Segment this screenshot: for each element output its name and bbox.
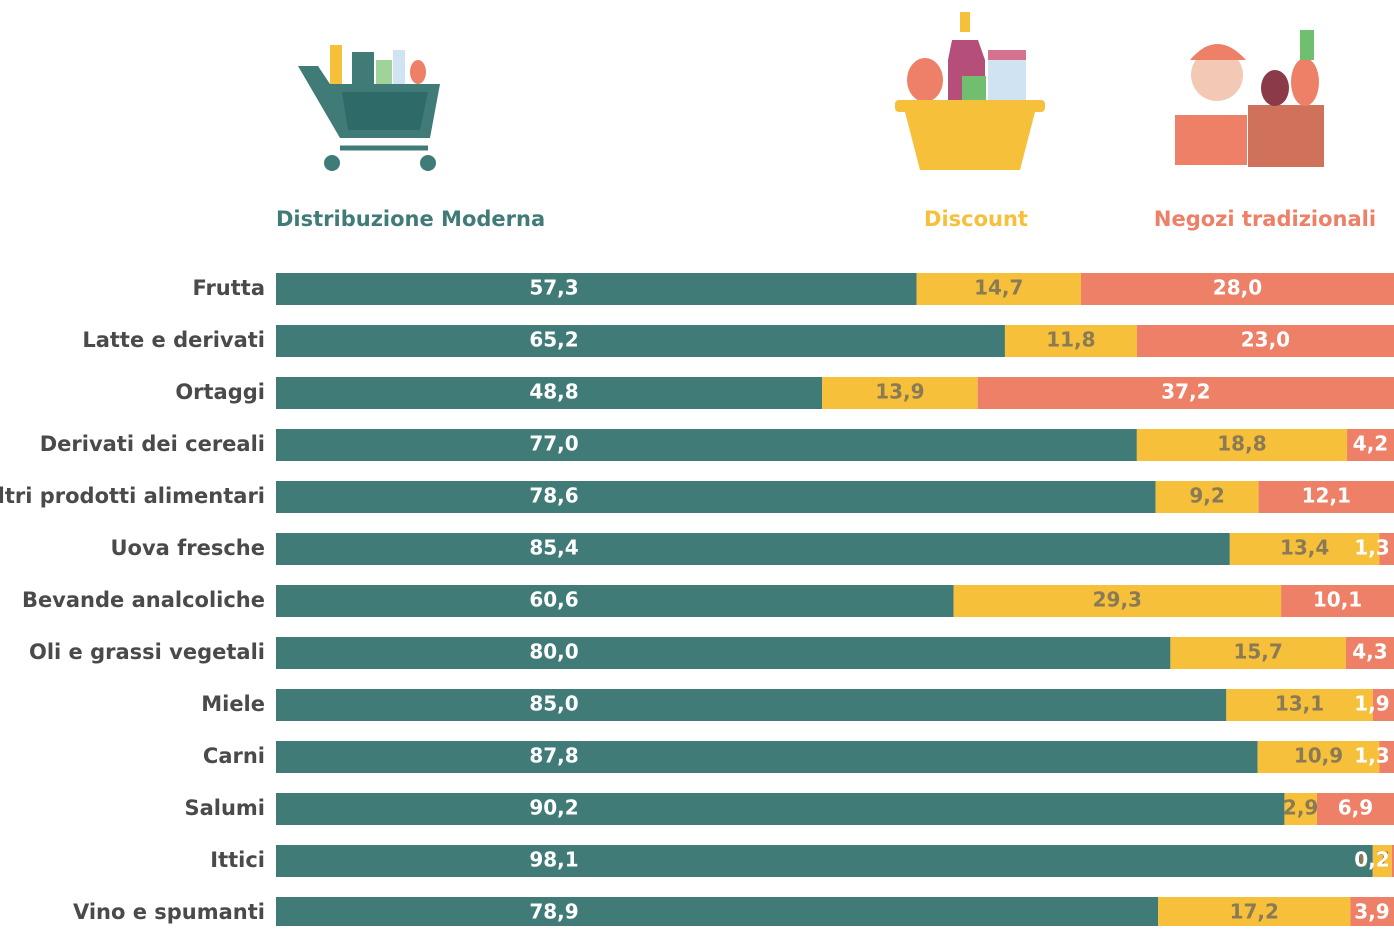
bar-segment [1347,429,1394,461]
bar-segment [1170,637,1346,669]
bar-segment [276,481,1156,513]
category-label: Bevande analcoliche [22,588,265,612]
bar-segment [1226,689,1373,721]
category-label: Altri prodotti alimentari [0,484,265,508]
data-label: 1,3 [1354,536,1389,560]
bar-segment [1316,793,1394,825]
data-label: 4,2 [1353,432,1388,456]
bar-segment [1229,533,1380,565]
data-label: 37,2 [1161,380,1210,404]
basket-icon [895,12,1045,170]
data-label: 1,3 [1354,744,1389,768]
category-label: Frutta [192,276,265,300]
data-label: 57,3 [529,276,578,300]
category-label: Miele [201,692,265,716]
data-label: 23,0 [1241,328,1290,352]
bar-segment [1379,533,1394,565]
category-label: Ittici [210,848,265,872]
data-label: 13,9 [875,380,924,404]
bar-segment [276,377,823,409]
bar-segment [276,689,1227,721]
bar-segment [1391,845,1394,877]
category-label: Uova fresche [110,536,265,560]
shop-icon [1175,30,1324,167]
category-label: Salumi [184,796,265,820]
data-label: 12,1 [1302,484,1351,508]
bar-segment [1281,585,1394,617]
data-label: 90,2 [529,796,578,820]
bar-segment [1257,741,1380,773]
data-label: 48,8 [529,380,578,404]
category-label: Derivati dei cereali [40,432,265,456]
data-label: 11,8 [1046,328,1095,352]
bar-segment [276,585,954,617]
bar-segment [977,377,1394,409]
data-label: 28,0 [1213,276,1262,300]
data-label: 2,9 [1283,796,1318,820]
legend-entry: Distribuzione Moderna [276,207,545,231]
data-label: 98,1 [529,848,578,872]
bar-segment [1372,689,1394,721]
data-label: 6,9 [1338,796,1373,820]
bar-segment [1004,325,1137,357]
data-label: 85,0 [529,692,578,716]
category-label: Vino e spumanti [73,900,265,924]
category-label: Latte e derivati [82,328,265,352]
bar-segment [1155,481,1259,513]
bar-segment [953,585,1282,617]
bar-segment [276,273,917,305]
data-label: 13,1 [1275,692,1324,716]
bar-segment [1372,845,1392,877]
data-label: 15,7 [1233,640,1282,664]
bar-segment [916,273,1081,305]
data-label: 4,3 [1352,640,1387,664]
bar-segment [1284,793,1317,825]
bar-segment [276,637,1171,669]
data-label: 78,6 [529,484,578,508]
legend-entry: Negozi tradizionali [1154,207,1376,231]
data-label: 85,4 [529,536,578,560]
bar-segment [276,429,1137,461]
category-label: Ortaggi [175,380,265,404]
bar-segment [1258,481,1394,513]
bar-segment [822,377,978,409]
data-label: 80,0 [529,640,578,664]
data-label: 17,2 [1230,900,1279,924]
category-label: Oli e grassi vegetali [29,640,265,664]
bar-segment [276,845,1373,877]
legend-entry: Discount [924,207,1028,231]
data-label: 29,3 [1093,588,1142,612]
data-label: 77,0 [529,432,578,456]
bar-segment [1136,325,1394,357]
bar-segment [276,793,1285,825]
data-label: 1,9 [1354,692,1389,716]
data-label: 3,9 [1354,900,1389,924]
cart-icon [298,45,440,171]
bar-segment [1350,897,1394,929]
data-label: 60,6 [529,588,578,612]
data-label: 18,8 [1217,432,1266,456]
bar-segment [1158,897,1351,929]
bar-segment [1080,273,1394,305]
data-label: 14,7 [974,276,1023,300]
data-label: 87,8 [529,744,578,768]
category-label: Carni [203,744,265,768]
data-label: 9,2 [1189,484,1224,508]
data-label: 78,9 [529,900,578,924]
data-label: 1,7 [1354,848,1389,872]
data-label: 0,2 [1354,848,1389,872]
bar-segment [1345,637,1394,669]
bar-segment [276,741,1258,773]
bar-segment [276,897,1159,929]
bar-segment [276,533,1230,565]
data-label: 65,2 [529,328,578,352]
data-label: 10,9 [1294,744,1343,768]
data-label: 10,1 [1313,588,1362,612]
bar-segment [1379,741,1394,773]
bar-segment [276,325,1005,357]
bar-segment [1136,429,1348,461]
data-label: 13,4 [1280,536,1329,560]
